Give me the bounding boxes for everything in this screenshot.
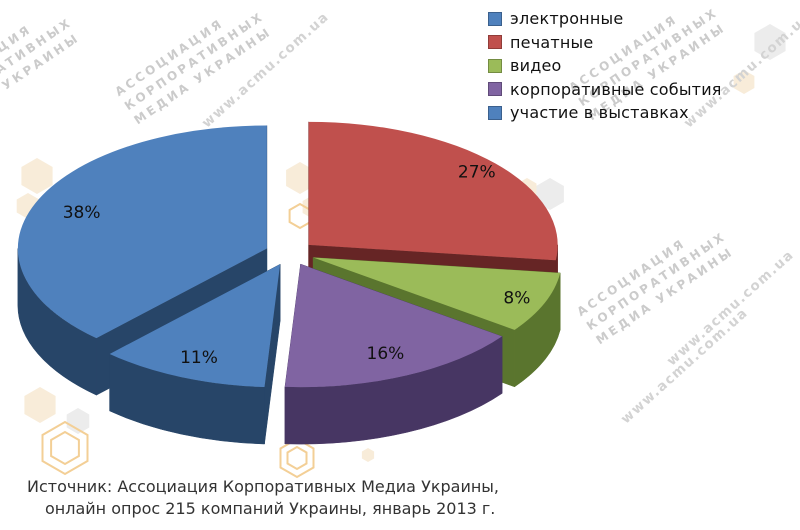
legend-swatch-electronic [488,11,502,26]
hexagon-watermark [361,448,375,462]
hexagon-watermark [733,70,755,94]
legend-swatch-video [488,58,502,73]
hexagon-outline-watermark [50,430,80,466]
legend-label: видео [510,56,562,76]
chart-legend: электронные печатные видео корпоративные… [488,7,722,125]
hexagon-outline-watermark [279,437,315,479]
pie-data-label-2: 8% [503,288,530,308]
pie-data-label-4: 11% [180,348,218,368]
hexagon-watermark [21,158,53,194]
source-line-1: Источник: Ассоциация Корпоративных Медиа… [27,477,500,496]
legend-item-print: печатные [488,31,722,55]
legend-label: печатные [510,32,594,52]
pie-data-label-1: 27% [458,163,496,183]
pie-slice-top [109,264,281,388]
legend-item-exhibitions: участие в выставках [488,101,722,125]
hexagon-watermark [286,162,314,194]
legend-swatch-corporate-events [488,82,502,97]
legend-label: корпоративные события [510,79,722,99]
pie-slice-top [284,264,503,388]
pie-slice-top [308,121,558,261]
legend-item-video: видео [488,54,722,78]
pie-data-label-3: 16% [367,344,405,364]
legend-item-corporate-events: корпоративные события [488,78,722,102]
legend-label: электронные [510,9,624,29]
source-note: Источник: Ассоциация Корпоративных Медиа… [0,476,499,520]
legend-swatch-exhibitions [488,105,502,120]
hexagon-outline-watermark [286,445,308,471]
legend-item-electronic: электронные [488,7,722,31]
hexagon-watermark [754,24,786,60]
pie-slice-top [313,257,561,330]
pie-data-label-0: 38% [63,203,101,223]
source-line-2: онлайн опрос 215 компаний Украины, январ… [45,499,496,518]
hexagon-watermark [24,387,56,423]
pie-slice-top [17,125,267,339]
legend-swatch-print [488,35,502,50]
legend-label: участие в выставках [510,103,689,123]
pie-slice-4 [109,263,281,445]
pie-slice-3 [284,263,503,445]
hexagon-watermark [66,408,90,434]
hexagon-outline-watermark [41,420,89,476]
hexagon-watermark [536,178,564,210]
